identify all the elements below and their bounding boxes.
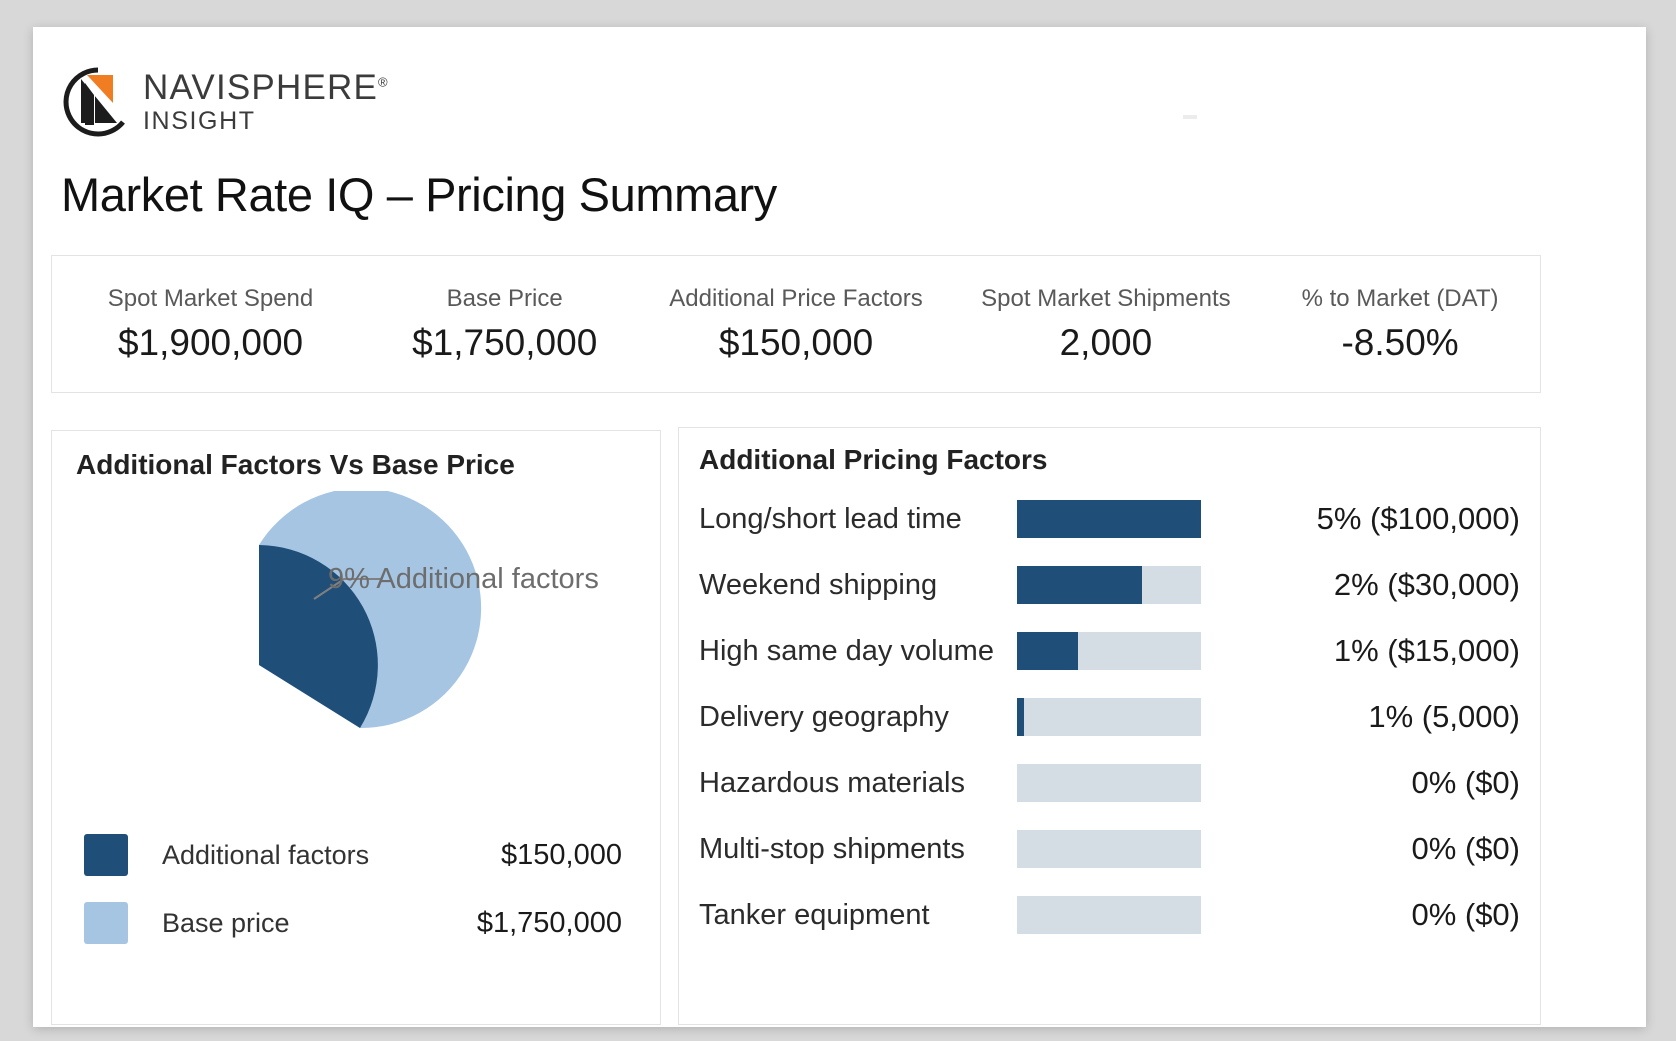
legend-value: $1,750,000 <box>476 906 622 939</box>
logo-word-secondary: INSIGHT <box>143 107 256 135</box>
bar-value: 0% ($0) <box>1411 831 1520 866</box>
bar-row-long-short-lead-time: Long/short lead time 5% ($100,000) <box>679 486 1542 552</box>
bar-label: Long/short lead time <box>699 502 962 535</box>
kpi-base-price: Base Price $1,750,000 <box>369 285 640 363</box>
bar-row-delivery-geography: Delivery geography 1% (5,000) <box>679 684 1542 750</box>
page-title: Market Rate IQ – Pricing Summary <box>61 168 777 221</box>
bar-track <box>1017 632 1201 670</box>
kpi-spot-market-shipments: Spot Market Shipments 2,000 <box>952 285 1260 363</box>
bar-value: 1% (5,000) <box>1368 699 1520 734</box>
kpi-label: Base Price <box>446 284 563 312</box>
kpi-value: $1,900,000 <box>117 322 304 364</box>
kpi-value: $150,000 <box>718 322 874 364</box>
kpi-label: % to Market (DAT) <box>1301 284 1499 312</box>
legend-swatch-icon <box>84 834 128 876</box>
bar-label: Weekend shipping <box>699 568 938 601</box>
bar-value: 1% ($15,000) <box>1333 633 1520 668</box>
panel-title: Additional Pricing Factors <box>699 444 1048 475</box>
legend-value: $150,000 <box>501 838 622 871</box>
bar-row-hazardous-materials: Hazardous materials 0% ($0) <box>679 750 1542 816</box>
bar-value: 2% ($30,000) <box>1333 567 1520 602</box>
logo-wordmark: NAVISPHERE® INSIGHT <box>143 70 389 134</box>
bar-value: 0% ($0) <box>1411 765 1520 800</box>
legend-label: Base price <box>162 907 290 938</box>
bar-row-high-same-day-volume: High same day volume 1% ($15,000) <box>679 618 1542 684</box>
bar-label: High same day volume <box>699 634 994 667</box>
navisphere-logo-icon <box>61 65 135 139</box>
kpi-label: Spot Market Spend <box>107 284 314 312</box>
bar-track <box>1017 830 1201 868</box>
bar-label: Tanker equipment <box>699 898 930 931</box>
bar-track <box>1017 896 1201 934</box>
bar-value: 5% ($100,000) <box>1316 501 1520 536</box>
pie-slice-additional-factors <box>259 545 378 728</box>
bar-fill <box>1017 698 1025 736</box>
bar-fill <box>1017 500 1201 538</box>
kpi-row: Spot Market Spend $1,900,000 Base Price … <box>52 256 1540 392</box>
legend-label: Additional factors <box>162 839 370 870</box>
pie-chart: 9% Additional factors <box>52 488 662 821</box>
bar-row-weekend-shipping: Weekend shipping 2% ($30,000) <box>679 552 1542 618</box>
bar-row-multi-stop-shipments: Multi-stop shipments 0% ($0) <box>679 816 1542 882</box>
kpi-summary-card: Spot Market Spend $1,900,000 Base Price … <box>51 255 1541 393</box>
bar-label: Multi-stop shipments <box>699 832 965 865</box>
legend-item-base-price: Base price $1,750,000 <box>84 889 644 957</box>
additional-factors-vs-base-price-panel: Additional Factors Vs Base Price 9% Addi… <box>51 430 661 1025</box>
kpi-value: -8.50% <box>1341 322 1459 364</box>
bar-fill <box>1017 632 1078 670</box>
bar-label: Delivery geography <box>699 700 949 733</box>
pie-legend: Additional factors $150,000 Base price $… <box>84 821 644 957</box>
bar-label: Hazardous materials <box>699 766 965 799</box>
bar-row-tanker-equipment: Tanker equipment 0% ($0) <box>679 882 1542 948</box>
panel-title: Additional Factors Vs Base Price <box>76 449 515 480</box>
kpi-label: Spot Market Shipments <box>981 284 1231 312</box>
navisphere-insight-logo: NAVISPHERE® INSIGHT <box>61 65 389 139</box>
kpi-additional-price-factors: Additional Price Factors $150,000 <box>640 285 951 363</box>
bar-fill <box>1017 566 1143 604</box>
pie-callout-label: 9% Additional factors <box>328 563 599 595</box>
kpi-value: 2,000 <box>1059 322 1153 364</box>
additional-pricing-factors-panel: Additional Pricing Factors Long/short le… <box>678 427 1541 1025</box>
kpi-percent-to-market-dat: % to Market (DAT) -8.50% <box>1260 285 1540 363</box>
report-page: NAVISPHERE® INSIGHT Market Rate IQ – Pri… <box>33 27 1646 1027</box>
header-artifact <box>1183 115 1197 119</box>
bar-track <box>1017 698 1201 736</box>
legend-swatch-icon <box>84 902 128 944</box>
kpi-value: $1,750,000 <box>412 322 598 364</box>
legend-item-additional-factors: Additional factors $150,000 <box>84 821 644 889</box>
kpi-spot-market-spend: Spot Market Spend $1,900,000 <box>52 285 369 363</box>
kpi-label: Additional Price Factors <box>669 284 923 312</box>
pricing-factors-bar-chart: Long/short lead time 5% ($100,000) Weeke… <box>679 486 1542 948</box>
bar-track <box>1017 764 1201 802</box>
registered-trademark-icon: ® <box>378 74 389 90</box>
bar-track <box>1017 566 1201 604</box>
bar-track <box>1017 500 1201 538</box>
bar-value: 0% ($0) <box>1411 897 1520 932</box>
logo-word-primary: NAVISPHERE® <box>143 68 389 107</box>
